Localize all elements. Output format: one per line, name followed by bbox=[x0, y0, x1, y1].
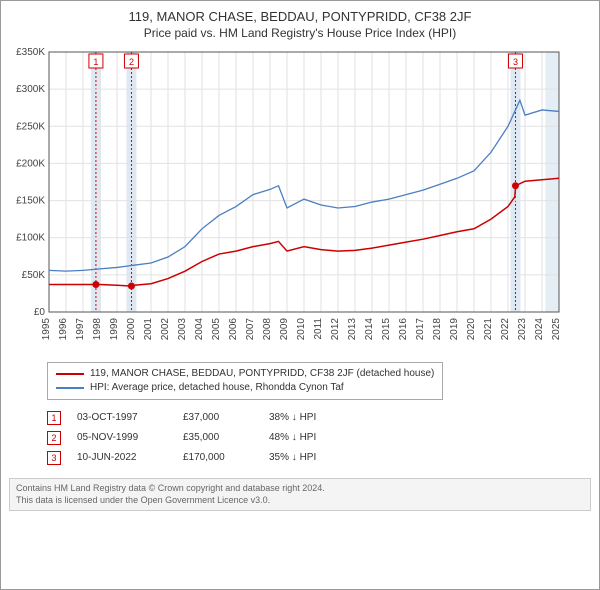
svg-text:£300K: £300K bbox=[16, 84, 45, 95]
svg-text:£100K: £100K bbox=[16, 233, 45, 244]
sale-delta: 48% ↓ HPI bbox=[269, 428, 316, 448]
data-licence-footer: Contains HM Land Registry data © Crown c… bbox=[9, 478, 591, 511]
svg-text:1998: 1998 bbox=[92, 318, 103, 341]
svg-text:3: 3 bbox=[513, 57, 518, 67]
legend: 119, MANOR CHASE, BEDDAU, PONTYPRIDD, CF… bbox=[47, 362, 443, 400]
svg-text:2019: 2019 bbox=[449, 318, 460, 341]
svg-text:1997: 1997 bbox=[75, 318, 86, 341]
sale-price: £170,000 bbox=[183, 448, 253, 468]
svg-text:£50K: £50K bbox=[22, 270, 46, 281]
svg-text:£200K: £200K bbox=[16, 158, 45, 169]
svg-text:2007: 2007 bbox=[245, 318, 256, 341]
svg-text:2003: 2003 bbox=[177, 318, 188, 341]
svg-text:2021: 2021 bbox=[483, 318, 494, 341]
sale-price: £35,000 bbox=[183, 428, 253, 448]
svg-text:1996: 1996 bbox=[58, 318, 69, 341]
svg-text:2020: 2020 bbox=[466, 318, 477, 341]
svg-text:2017: 2017 bbox=[415, 318, 426, 341]
svg-text:2001: 2001 bbox=[143, 318, 154, 341]
svg-text:2014: 2014 bbox=[364, 318, 375, 341]
legend-item: HPI: Average price, detached house, Rhon… bbox=[56, 381, 434, 395]
svg-text:2022: 2022 bbox=[500, 318, 511, 341]
svg-text:2011: 2011 bbox=[313, 318, 324, 340]
chart-area: £0 £50K £100K £150K £200K £250K £300K £350K 1995… bbox=[9, 46, 591, 356]
svg-text:2016: 2016 bbox=[398, 318, 409, 341]
svg-text:2006: 2006 bbox=[228, 318, 239, 341]
svg-text:2024: 2024 bbox=[534, 318, 545, 341]
svg-text:2008: 2008 bbox=[262, 318, 273, 341]
svg-text:2025: 2025 bbox=[551, 318, 562, 341]
sale-date: 05-NOV-1999 bbox=[77, 428, 167, 448]
svg-text:2012: 2012 bbox=[330, 318, 341, 341]
svg-text:2010: 2010 bbox=[296, 318, 307, 341]
sale-delta: 35% ↓ HPI bbox=[269, 448, 316, 468]
svg-text:2023: 2023 bbox=[517, 318, 528, 341]
svg-text:£250K: £250K bbox=[16, 121, 45, 132]
svg-text:2004: 2004 bbox=[194, 318, 205, 341]
legend-label: HPI: Average price, detached house, Rhon… bbox=[90, 381, 344, 395]
legend-item: 119, MANOR CHASE, BEDDAU, PONTYPRIDD, CF… bbox=[56, 367, 434, 381]
footer-line-1: Contains HM Land Registry data © Crown c… bbox=[16, 483, 584, 495]
sale-row: 3 10-JUN-2022 £170,000 35% ↓ HPI bbox=[47, 448, 591, 468]
svg-text:2002: 2002 bbox=[160, 318, 171, 341]
svg-text:1999: 1999 bbox=[109, 318, 120, 341]
svg-text:2015: 2015 bbox=[381, 318, 392, 341]
sale-date: 10-JUN-2022 bbox=[77, 448, 167, 468]
sale-marker-icon: 3 bbox=[47, 451, 61, 465]
footer-line-2: This data is licensed under the Open Gov… bbox=[16, 495, 584, 507]
chart-title: 119, MANOR CHASE, BEDDAU, PONTYPRIDD, CF… bbox=[9, 9, 591, 24]
svg-text:1995: 1995 bbox=[41, 318, 52, 341]
svg-text:£350K: £350K bbox=[16, 47, 45, 58]
legend-swatch bbox=[56, 373, 84, 375]
svg-text:2013: 2013 bbox=[347, 318, 358, 341]
sale-date: 03-OCT-1997 bbox=[77, 408, 167, 428]
sale-marker-icon: 1 bbox=[47, 411, 61, 425]
sale-row: 1 03-OCT-1997 £37,000 38% ↓ HPI bbox=[47, 408, 591, 428]
svg-text:2009: 2009 bbox=[279, 318, 290, 341]
legend-swatch bbox=[56, 387, 84, 389]
svg-text:£0: £0 bbox=[34, 307, 46, 318]
svg-text:2018: 2018 bbox=[432, 318, 443, 341]
sale-price: £37,000 bbox=[183, 408, 253, 428]
price-chart: £0 £50K £100K £150K £200K £250K £300K £350K 1995… bbox=[9, 46, 569, 356]
sale-row: 2 05-NOV-1999 £35,000 48% ↓ HPI bbox=[47, 428, 591, 448]
svg-text:£150K: £150K bbox=[16, 196, 45, 207]
chart-subtitle: Price paid vs. HM Land Registry's House … bbox=[9, 26, 591, 40]
svg-text:2: 2 bbox=[129, 57, 134, 67]
svg-text:2005: 2005 bbox=[211, 318, 222, 341]
sale-marker-icon: 2 bbox=[47, 431, 61, 445]
chart-container: 119, MANOR CHASE, BEDDAU, PONTYPRIDD, CF… bbox=[0, 0, 600, 590]
sales-list: 1 03-OCT-1997 £37,000 38% ↓ HPI 2 05-NOV-1999… bbox=[47, 408, 591, 468]
legend-label: 119, MANOR CHASE, BEDDAU, PONTYPRIDD, CF… bbox=[90, 367, 434, 381]
svg-text:2000: 2000 bbox=[126, 318, 137, 341]
sale-delta: 38% ↓ HPI bbox=[269, 408, 316, 428]
svg-text:1: 1 bbox=[93, 57, 98, 67]
